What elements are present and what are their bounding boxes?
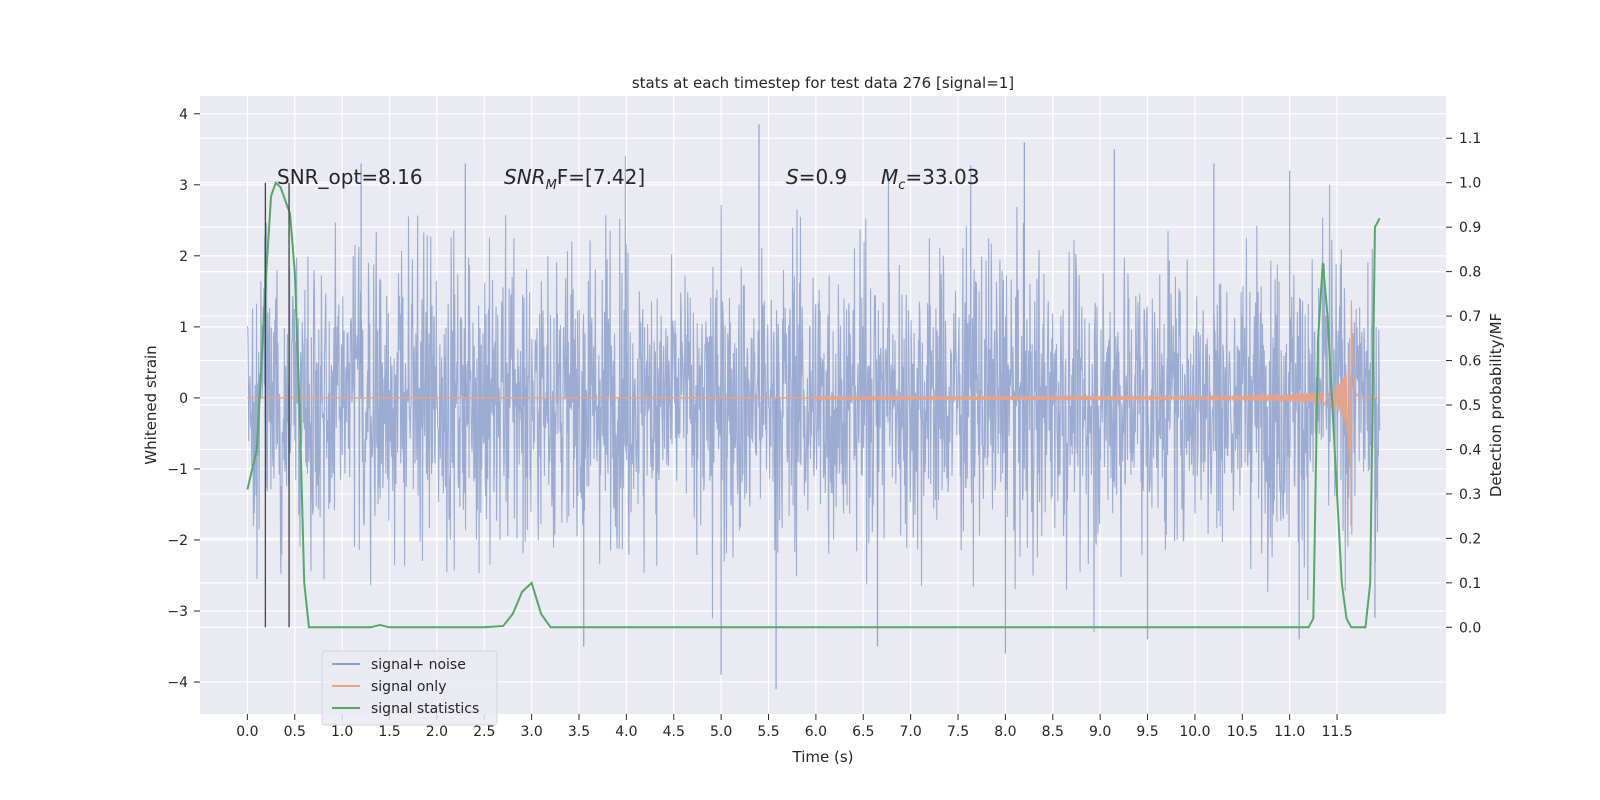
x-tick-label: 6.5 (852, 724, 874, 740)
y2-tick-label: 0.4 (1459, 442, 1481, 458)
series-signal-only-line (247, 300, 1380, 526)
y-tick-label: 4 (179, 107, 188, 123)
annotation-mc: Mc=33.03 (881, 165, 979, 193)
x-tick-label: 3.5 (568, 724, 590, 740)
y-tick-label: 1 (179, 320, 188, 336)
legend-box (321, 650, 498, 726)
legend: signal+ noise signal only signal statist… (321, 650, 498, 726)
y2-tick-label: 1.1 (1459, 131, 1481, 147)
vertical-markers (264, 182, 290, 628)
series-signal-statistics-line (246, 180, 1381, 629)
y2-tick-label: 0.7 (1459, 309, 1481, 325)
legend-label-signal-statistics: signal statistics (371, 701, 479, 717)
chart-title: stats at each timestep for test data 276… (632, 74, 1014, 92)
x-tick-label: 3.0 (521, 724, 543, 740)
legend-label-signal-noise: signal+ noise (371, 657, 466, 673)
annotation-s-rest: =0.9 (799, 165, 848, 189)
annotation-snr-mf: SNRMF=[7.42] (504, 165, 645, 193)
x-tick-label: 4.5 (663, 724, 685, 740)
x-axis-label: Time (s) (792, 748, 854, 766)
y2-tick-label: 0.1 (1459, 576, 1481, 592)
x-tick-label: 7.5 (947, 724, 969, 740)
y2-axis-label: Detection probability/MF (1487, 313, 1505, 497)
x-tick-label: 9.5 (1136, 724, 1158, 740)
x-tick-label: 1.5 (378, 724, 400, 740)
y-tick-label: 2 (179, 249, 188, 265)
annotation-mc-sub: c (898, 178, 905, 193)
annotation-s-main: S (786, 165, 799, 189)
y2-axis-ticks: 1.1 1.0 0.9 0.8 0.7 0.6 0.5 0.4 0.3 0.2 0.1 0.0 (1446, 131, 1481, 636)
x-tick-label: 9.0 (1089, 724, 1111, 740)
x-tick-label: 0.5 (284, 724, 306, 740)
annotation-snr-mf-rest: F=[7.42] (557, 165, 645, 189)
x-tick-label: 7.0 (900, 724, 922, 740)
y-tick-label: 3 (179, 178, 188, 194)
y2-tick-label: 0.5 (1459, 398, 1481, 414)
annotation-snr-opt: SNR_opt=8.16 (277, 165, 423, 189)
annotation-s: S=0.9 (786, 165, 847, 189)
x-tick-label: 0.0 (236, 724, 258, 740)
y-tick-label: −1 (167, 462, 188, 478)
y2-tick-label: 0.0 (1459, 620, 1481, 636)
y2-tick-label: 0.3 (1459, 487, 1481, 503)
legend-label-signal-only: signal only (371, 679, 446, 695)
y-tick-label: −4 (167, 675, 188, 691)
x-tick-label: 11.5 (1321, 724, 1352, 740)
x-tick-label: 5.0 (710, 724, 732, 740)
y-tick-label: 0 (179, 391, 188, 407)
x-tick-label: 11.0 (1274, 724, 1305, 740)
x-tick-label: 10.0 (1179, 724, 1210, 740)
series-layer (246, 124, 1381, 690)
x-axis-ticks: 0.0 0.5 1.0 1.5 2.0 2.5 3.0 3.5 4.0 4.5 5.0 5.5 6.0 6… (236, 714, 1353, 740)
annotations: SNR_opt=8.16 SNRMF=[7.42] S=0.9 Mc=33.03 (277, 165, 979, 193)
y2-tick-label: 1.0 (1459, 176, 1481, 192)
x-tick-label: 4.0 (615, 724, 637, 740)
y2-tick-label: 0.9 (1459, 220, 1481, 236)
x-tick-label: 10.5 (1227, 724, 1258, 740)
x-tick-label: 1.0 (331, 724, 353, 740)
x-tick-label: 6.0 (805, 724, 827, 740)
x-tick-label: 2.0 (426, 724, 448, 740)
x-tick-label: 8.0 (994, 724, 1016, 740)
y-axis-label: Whitened strain (142, 345, 160, 464)
annotation-snr-mf-sub: M (546, 178, 557, 193)
y2-tick-label: 0.6 (1459, 354, 1481, 370)
y2-tick-label: 0.8 (1459, 265, 1481, 281)
annotation-snr-mf-main: SNR (504, 165, 546, 189)
y-tick-label: −2 (167, 533, 188, 549)
x-tick-label: 8.5 (1042, 724, 1064, 740)
annotation-mc-rest: =33.03 (905, 165, 979, 189)
y-tick-label: −3 (167, 604, 188, 620)
x-tick-label: 5.5 (757, 724, 779, 740)
y-axis-ticks: 4 3 2 1 0 −1 −2 −3 −4 (167, 107, 200, 691)
y2-tick-label: 0.2 (1459, 531, 1481, 547)
x-tick-label: 2.5 (473, 724, 495, 740)
annotation-mc-main: M (881, 165, 898, 189)
